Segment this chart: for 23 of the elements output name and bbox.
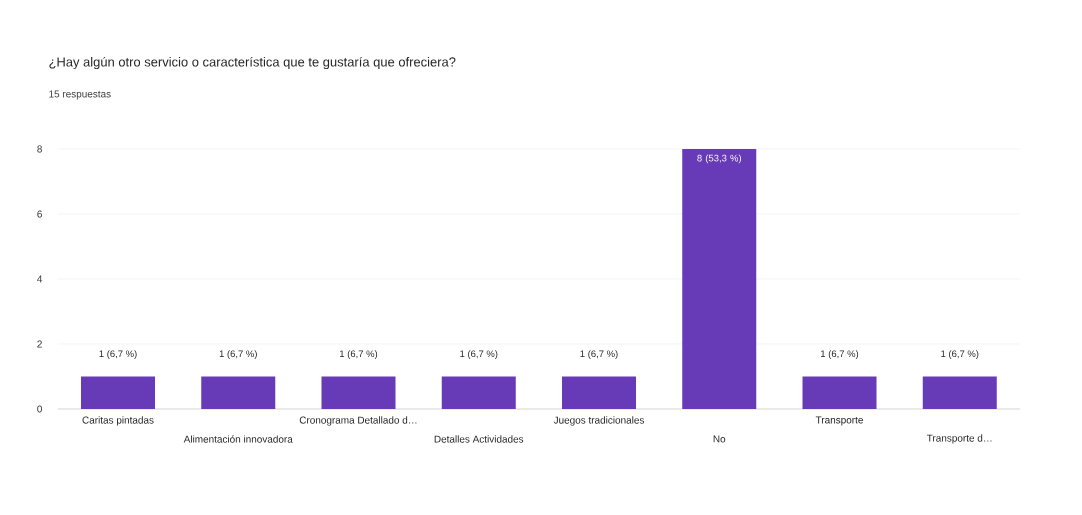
- x-tick-label: Detalles Actividades: [434, 435, 524, 443]
- x-tick-label: Alimentación innovadora: [183, 435, 293, 443]
- chart-title: ¿Hay algún otro servicio o característica que te gustaría que ofreciera?: [49, 56, 456, 70]
- data-label: 1 (6,7 %): [99, 350, 137, 359]
- y-tick-label: 2: [37, 340, 42, 348]
- data-label: 1 (6,7 %): [580, 350, 618, 359]
- y-tick-label: 8: [37, 145, 42, 153]
- x-tick-label: Transporte d…: [926, 434, 992, 444]
- x-tick-label: No: [713, 435, 726, 443]
- y-tick-label: 0: [37, 405, 42, 413]
- x-tick-label: Caritas pintadas: [82, 416, 154, 426]
- x-tick-label: Cronograma Detallado d…: [299, 416, 417, 426]
- y-tick-label: 4: [37, 275, 43, 283]
- x-tick-label: Transporte: [815, 416, 863, 426]
- data-label: 8 (53,3 %): [697, 154, 742, 164]
- data-label: 1 (6,7 %): [941, 350, 979, 359]
- chart-subtitle: 15 respuestas: [49, 90, 111, 100]
- x-tick-label: Juegos tradicionales: [553, 416, 645, 426]
- y-tick-label: 6: [37, 210, 42, 218]
- data-label: 1 (6,7 %): [460, 350, 498, 359]
- data-label: 1 (6,7 %): [821, 350, 859, 359]
- data-label: 1 (6,7 %): [340, 350, 378, 359]
- data-label: 1 (6,7 %): [219, 350, 257, 359]
